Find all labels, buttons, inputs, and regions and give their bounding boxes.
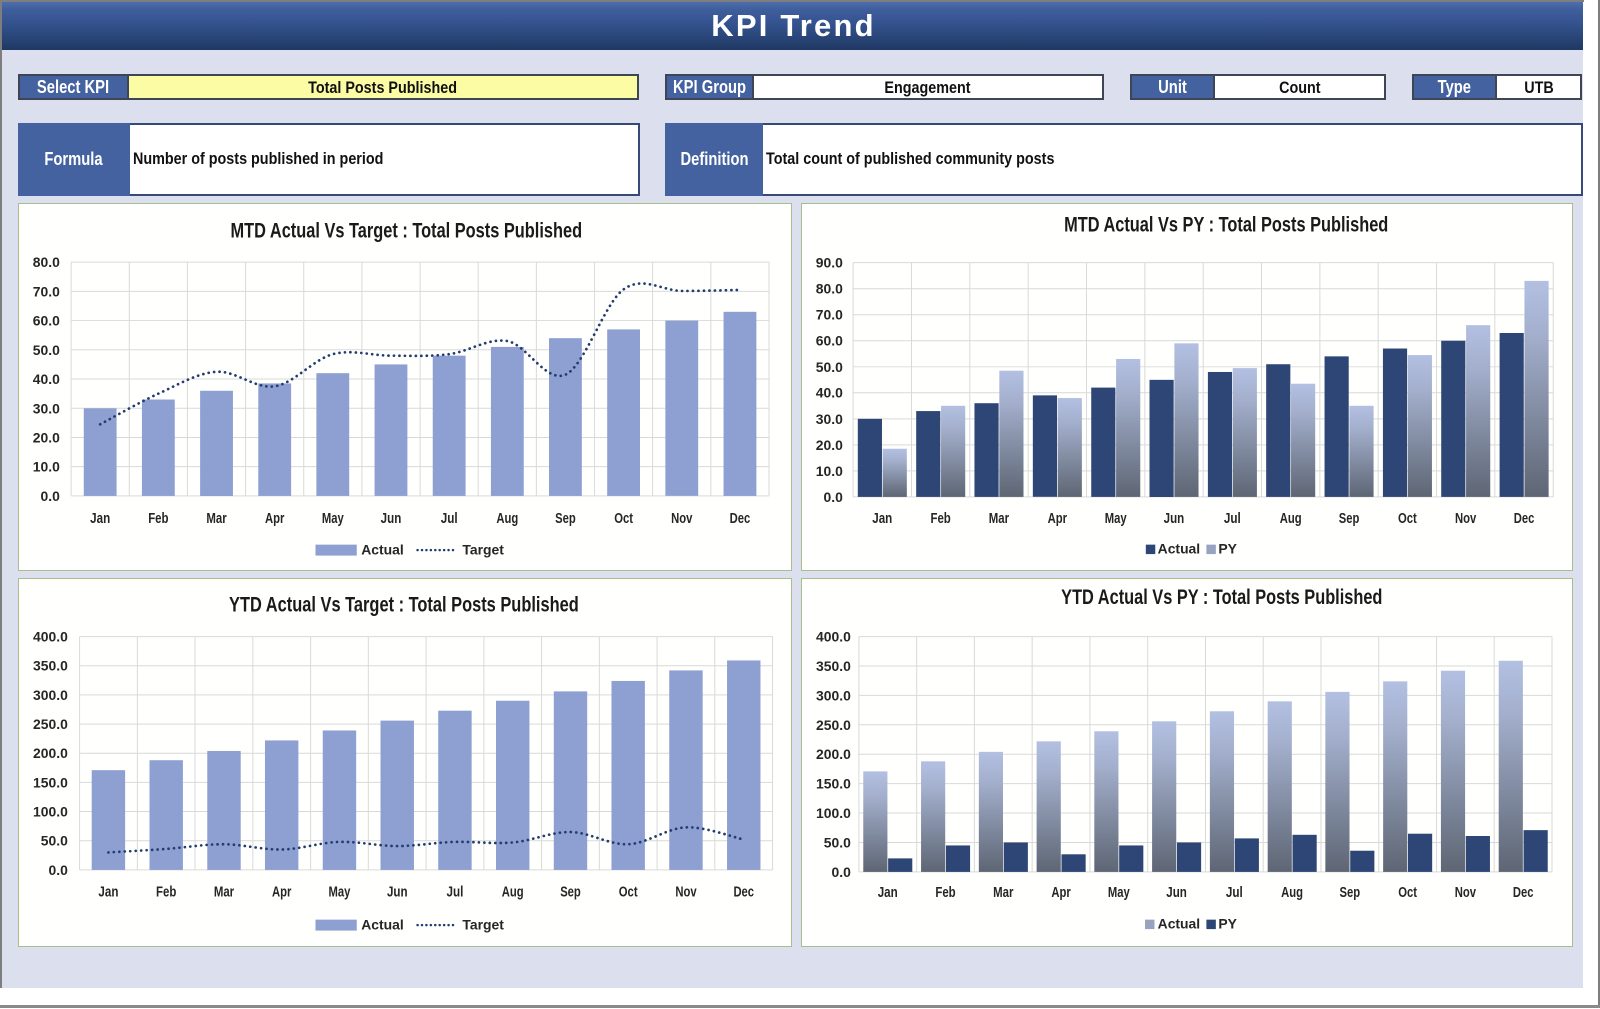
svg-text:Jun: Jun xyxy=(1166,885,1187,901)
svg-text:Actual: Actual xyxy=(361,917,403,933)
svg-text:PY: PY xyxy=(1218,541,1237,557)
svg-text:Dec: Dec xyxy=(1514,511,1535,527)
svg-text:Mar: Mar xyxy=(993,885,1014,901)
svg-text:Sep: Sep xyxy=(555,511,576,527)
svg-text:Oct: Oct xyxy=(1398,511,1417,527)
svg-text:40.0: 40.0 xyxy=(33,371,60,387)
svg-text:Sep: Sep xyxy=(1340,885,1361,901)
svg-text:Jul: Jul xyxy=(446,884,463,900)
svg-text:Apr: Apr xyxy=(272,884,292,900)
svg-text:Jul: Jul xyxy=(1224,511,1241,527)
svg-text:Nov: Nov xyxy=(1455,885,1476,901)
svg-text:Jan: Jan xyxy=(872,511,892,527)
svg-text:MTD Actual Vs PY : Total Posts: MTD Actual Vs PY : Total Posts Published xyxy=(1064,213,1388,236)
svg-text:Feb: Feb xyxy=(935,885,955,901)
svg-text:0.0: 0.0 xyxy=(48,862,68,878)
svg-text:Apr: Apr xyxy=(1048,511,1068,527)
svg-text:0.0: 0.0 xyxy=(831,864,851,880)
svg-text:60.0: 60.0 xyxy=(816,333,843,349)
svg-text:30.0: 30.0 xyxy=(33,400,60,416)
svg-text:250.0: 250.0 xyxy=(816,717,851,733)
svg-text:Target: Target xyxy=(462,917,504,933)
svg-text:YTD Actual Vs PY : Total Posts: YTD Actual Vs PY : Total Posts Published xyxy=(1061,586,1382,609)
svg-text:Jan: Jan xyxy=(878,885,898,901)
svg-text:Jan: Jan xyxy=(90,511,110,527)
svg-text:Jun: Jun xyxy=(387,884,408,900)
svg-text:20.0: 20.0 xyxy=(816,437,843,453)
svg-text:Jan: Jan xyxy=(98,884,118,900)
svg-text:PY: PY xyxy=(1218,916,1237,932)
svg-text:150.0: 150.0 xyxy=(816,776,851,792)
svg-text:YTD Actual Vs Target : Total P: YTD Actual Vs Target : Total Posts Publi… xyxy=(229,593,579,616)
svg-text:Dec: Dec xyxy=(1513,885,1534,901)
svg-text:0.0: 0.0 xyxy=(824,489,844,505)
svg-text:Aug: Aug xyxy=(1280,511,1302,527)
svg-text:Sep: Sep xyxy=(1339,511,1360,527)
svg-text:Nov: Nov xyxy=(1455,511,1476,527)
svg-text:200.0: 200.0 xyxy=(816,746,851,762)
svg-text:Actual: Actual xyxy=(1158,916,1201,932)
svg-text:200.0: 200.0 xyxy=(33,745,68,761)
svg-text:70.0: 70.0 xyxy=(33,283,60,299)
svg-text:100.0: 100.0 xyxy=(816,805,851,821)
svg-text:250.0: 250.0 xyxy=(33,716,68,732)
svg-text:90.0: 90.0 xyxy=(816,255,843,271)
svg-text:Apr: Apr xyxy=(265,511,285,527)
svg-text:60.0: 60.0 xyxy=(33,313,60,329)
svg-text:Mar: Mar xyxy=(989,511,1010,527)
svg-text:150.0: 150.0 xyxy=(33,774,68,790)
svg-text:May: May xyxy=(329,884,351,900)
svg-text:Actual: Actual xyxy=(361,542,404,558)
svg-text:350.0: 350.0 xyxy=(816,658,851,674)
svg-text:300.0: 300.0 xyxy=(33,687,68,703)
svg-text:0.0: 0.0 xyxy=(41,488,61,504)
svg-text:50.0: 50.0 xyxy=(41,833,68,849)
svg-text:Jul: Jul xyxy=(441,511,458,527)
svg-text:Dec: Dec xyxy=(733,884,754,900)
svg-text:400.0: 400.0 xyxy=(816,629,851,645)
svg-text:70.0: 70.0 xyxy=(816,307,843,323)
svg-text:10.0: 10.0 xyxy=(816,463,843,479)
svg-text:50.0: 50.0 xyxy=(33,342,60,358)
svg-text:100.0: 100.0 xyxy=(33,804,68,820)
svg-text:Aug: Aug xyxy=(502,884,524,900)
svg-text:Nov: Nov xyxy=(675,884,696,900)
svg-text:Oct: Oct xyxy=(614,511,633,527)
svg-text:Oct: Oct xyxy=(1398,885,1417,901)
svg-text:Jul: Jul xyxy=(1226,885,1243,901)
svg-text:May: May xyxy=(1105,511,1127,527)
svg-text:50.0: 50.0 xyxy=(816,359,843,375)
svg-text:Dec: Dec xyxy=(730,511,751,527)
svg-text:10.0: 10.0 xyxy=(33,459,60,475)
svg-text:40.0: 40.0 xyxy=(816,385,843,401)
svg-text:20.0: 20.0 xyxy=(33,429,60,445)
svg-text:Aug: Aug xyxy=(496,511,518,527)
svg-text:Aug: Aug xyxy=(1281,885,1303,901)
svg-text:Feb: Feb xyxy=(148,511,168,527)
svg-text:May: May xyxy=(1108,885,1130,901)
svg-text:Feb: Feb xyxy=(931,511,951,527)
svg-text:Target: Target xyxy=(462,542,504,558)
svg-text:Actual: Actual xyxy=(1158,541,1201,557)
svg-text:Jun: Jun xyxy=(1164,511,1185,527)
svg-text:30.0: 30.0 xyxy=(816,411,843,427)
svg-text:Mar: Mar xyxy=(214,884,235,900)
svg-text:Nov: Nov xyxy=(671,511,692,527)
svg-text:Sep: Sep xyxy=(560,884,581,900)
svg-text:Jun: Jun xyxy=(381,511,402,527)
svg-text:Apr: Apr xyxy=(1051,885,1071,901)
svg-text:300.0: 300.0 xyxy=(816,687,851,703)
svg-text:Mar: Mar xyxy=(206,511,227,527)
svg-text:350.0: 350.0 xyxy=(33,658,68,674)
svg-text:400.0: 400.0 xyxy=(33,629,68,645)
svg-text:MTD Actual Vs Target : Total P: MTD Actual Vs Target : Total Posts Publi… xyxy=(231,220,583,243)
svg-text:80.0: 80.0 xyxy=(816,281,843,297)
svg-text:80.0: 80.0 xyxy=(33,254,60,270)
svg-text:May: May xyxy=(322,511,344,527)
svg-text:50.0: 50.0 xyxy=(824,834,851,850)
svg-text:Feb: Feb xyxy=(156,884,176,900)
svg-text:Oct: Oct xyxy=(619,884,638,900)
